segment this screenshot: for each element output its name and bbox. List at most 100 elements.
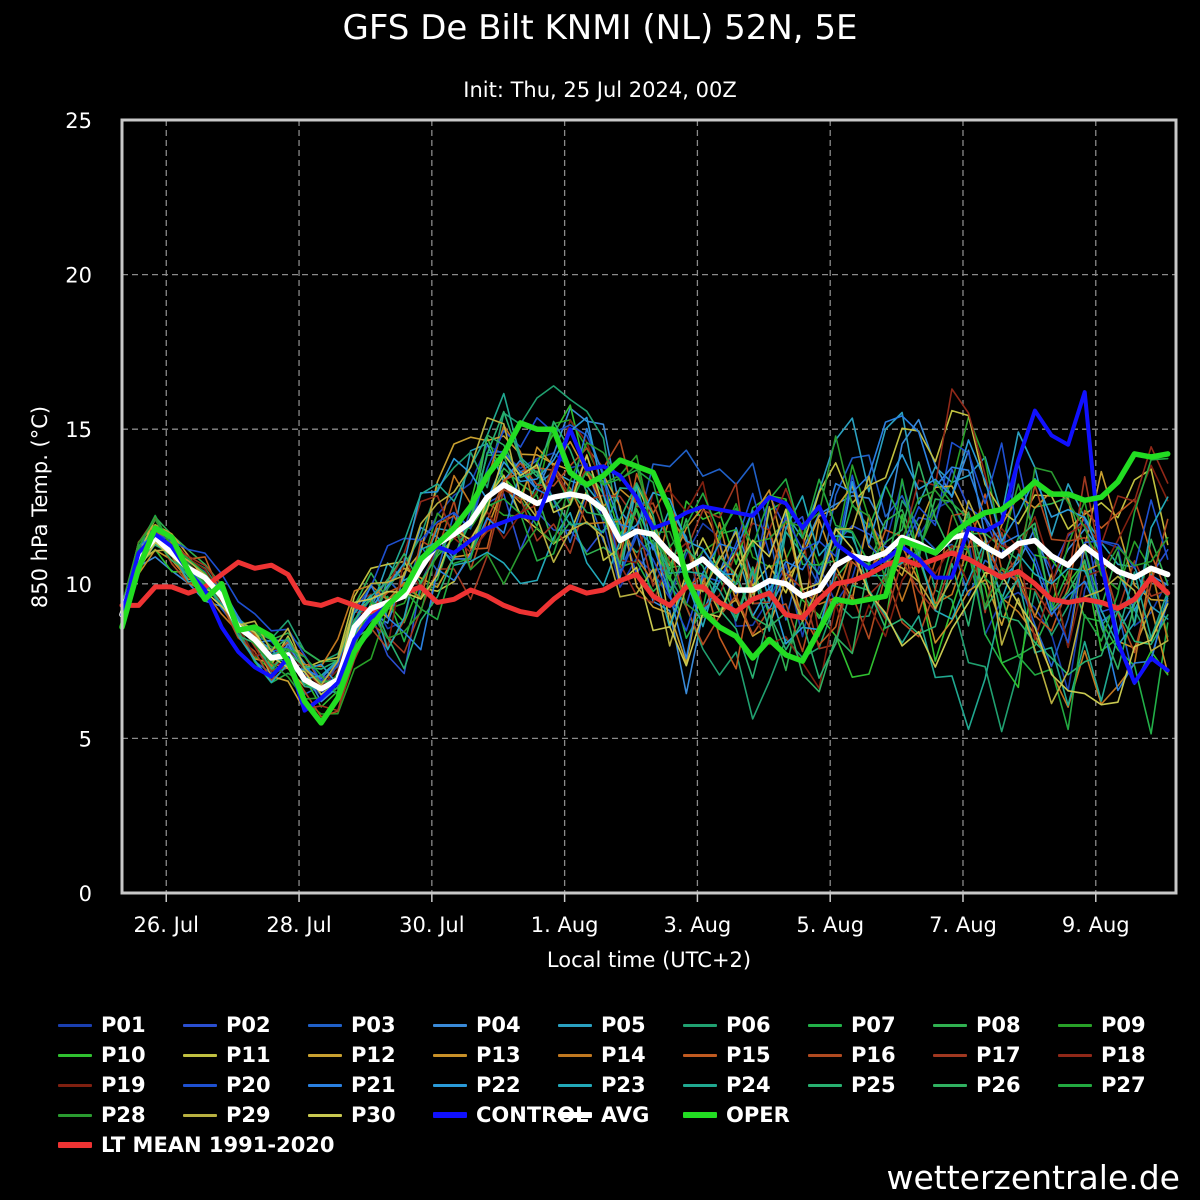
legend-item: P25 [808,1070,896,1100]
legend-label: P18 [1101,1043,1146,1067]
legend-swatch [433,1023,467,1027]
y-tick-label: 15 [65,418,92,442]
y-tick-label: 20 [65,264,92,288]
chart-title: GFS De Bilt KNMI (NL) 52N, 5E [342,8,858,48]
legend-swatch [58,1083,92,1087]
legend-swatch [683,1023,717,1027]
legend-label: P11 [226,1043,271,1067]
legend-swatch [683,1112,717,1118]
ensemble-member-line [121,385,1169,733]
legend-item: P22 [433,1070,521,1100]
plot-frame [120,118,1178,895]
legend-item: P24 [683,1070,771,1100]
legend-label: P02 [226,1013,271,1037]
legend-swatch [933,1083,967,1087]
legend-item: P14 [558,1040,646,1070]
ensemble-member-line [121,407,1169,703]
legend-swatch [58,1142,92,1148]
series-line-lt-mean-1991-2020 [119,550,1171,621]
legend-label: P26 [976,1073,1021,1097]
legend-swatch [558,1112,592,1118]
legend-item: P12 [308,1040,396,1070]
legend-label: P19 [101,1073,146,1097]
legend-item: OPER [683,1100,790,1130]
legend-swatch [183,1053,217,1057]
legend-label: P30 [351,1103,396,1127]
watermark: wetterzentrale.de [886,1158,1180,1197]
legend-item: P29 [183,1100,271,1130]
legend-swatch [808,1023,842,1027]
legend-label: P15 [726,1043,771,1067]
legend-item: P17 [933,1040,1021,1070]
legend-swatch [308,1023,342,1027]
legend-item: P01 [58,1010,146,1040]
legend-label: P13 [476,1043,521,1067]
legend-swatch [558,1083,592,1087]
legend-item: P07 [808,1010,896,1040]
legend-label: P14 [601,1043,646,1067]
legend-item: LT MEAN 1991-2020 [58,1130,335,1160]
legend-label: P29 [226,1103,271,1127]
legend-swatch [58,1053,92,1057]
legend-label: P09 [1101,1013,1146,1037]
y-tick-label: 25 [65,109,92,133]
legend-label: AVG [601,1103,650,1127]
legend-label: P20 [226,1073,271,1097]
legend-swatch [933,1023,967,1027]
legend-swatch [58,1023,92,1027]
legend-label: P03 [351,1013,396,1037]
y-tick-label: 0 [79,882,92,906]
legend-item: P05 [558,1010,646,1040]
legend-label: P28 [101,1103,146,1127]
legend-label: P23 [601,1073,646,1097]
y-tick-label: 5 [79,727,92,751]
legend-swatch [808,1053,842,1057]
legend-swatch [433,1053,467,1057]
legend-label: P17 [976,1043,1021,1067]
legend-swatch [183,1113,217,1117]
legend-swatch [683,1083,717,1087]
legend-label: P25 [851,1073,896,1097]
legend-label: P07 [851,1013,896,1037]
legend-item: P15 [683,1040,771,1070]
series-line-oper [119,420,1171,726]
legend-label: P22 [476,1073,521,1097]
legend-item: P08 [933,1010,1021,1040]
x-tick-label: 3. Aug [664,913,732,937]
x-tick-label: 9. Aug [1062,913,1130,937]
chart-subtitle: Init: Thu, 25 Jul 2024, 00Z [463,78,737,102]
legend-label: P16 [851,1043,896,1067]
legend-swatch [308,1053,342,1057]
legend-label: P12 [351,1043,396,1067]
legend-item: P30 [308,1100,396,1130]
legend-swatch [183,1023,217,1027]
legend-swatch [808,1083,842,1087]
legend-item: P27 [1058,1070,1146,1100]
legend-item: P18 [1058,1040,1146,1070]
legend-label: P21 [351,1073,396,1097]
x-axis-label: Local time (UTC+2) [546,948,752,972]
x-tick-label: 7. Aug [929,913,997,937]
legend-item: P28 [58,1100,146,1130]
legend-swatch [58,1113,92,1117]
legend-item: P02 [183,1010,271,1040]
x-tick-label: 1. Aug [531,913,599,937]
legend-item: P10 [58,1040,146,1070]
legend-swatch [1058,1083,1092,1087]
legend-swatch [1058,1053,1092,1057]
legend-label: P01 [101,1013,146,1037]
x-tick-label: 30. Jul [399,913,464,937]
legend-swatch [933,1053,967,1057]
legend-label: P04 [476,1013,521,1037]
legend-label: P05 [601,1013,646,1037]
legend-item: P23 [558,1070,646,1100]
legend-label: P06 [726,1013,771,1037]
legend-swatch [1058,1023,1092,1027]
x-tick-label: 26. Jul [134,913,199,937]
legend-item: P16 [808,1040,896,1070]
legend-swatch [558,1023,592,1027]
x-tick-label: 28. Jul [266,913,331,937]
legend-item: P11 [183,1040,271,1070]
legend-swatch [683,1053,717,1057]
y-axis-label: 850 hPa Temp. (°C) [28,405,52,609]
